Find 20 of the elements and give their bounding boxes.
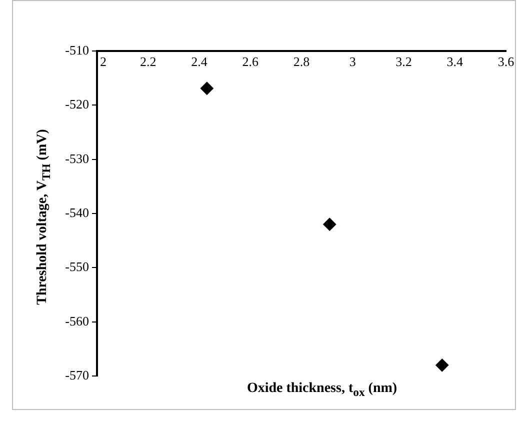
x-tick-label: 3.2 <box>396 54 412 69</box>
y-tick-label: -550 <box>65 259 89 274</box>
x-tick-label: 3 <box>349 54 356 69</box>
x-tick-label: 3.4 <box>446 54 464 69</box>
x-tick-label: 3.6 <box>498 54 515 69</box>
x-axis-title: Oxide thickness, t$_{ox}$ (nm) <box>246 381 398 399</box>
x-tick-label: 2.4 <box>191 54 208 69</box>
y-tick-label: -510 <box>65 42 89 58</box>
point <box>323 218 336 231</box>
y-tick-label: -540 <box>65 204 89 220</box>
x-tick-label: 2.6 <box>242 54 259 69</box>
x-tick-label: 2.8 <box>293 54 310 69</box>
x-tick-label: 2.2 <box>140 54 156 69</box>
y-tick-label: -560 <box>65 313 89 328</box>
y-tick-label: -520 <box>65 96 89 112</box>
y-tick-label: -530 <box>65 150 89 166</box>
x-tick-label: 2 <box>100 54 106 69</box>
y-tick-label: -570 <box>65 367 89 382</box>
point <box>436 358 449 372</box>
point <box>200 82 214 95</box>
